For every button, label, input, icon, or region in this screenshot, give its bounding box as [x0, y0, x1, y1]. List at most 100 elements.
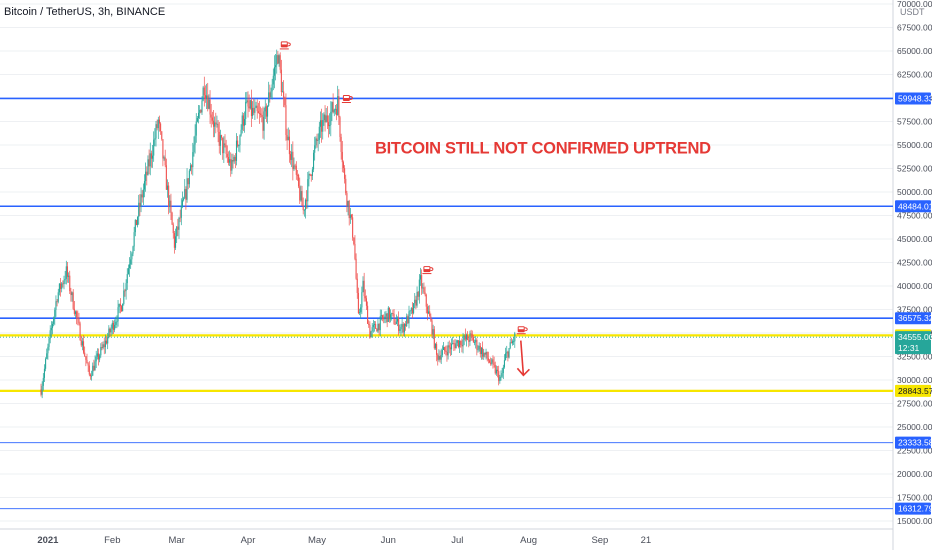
- candle-body: [139, 202, 141, 207]
- cup-icon: [422, 266, 434, 275]
- candle-body: [94, 361, 96, 371]
- candle-body: [490, 362, 492, 364]
- candle-body: [127, 268, 129, 275]
- cup-icon: [279, 41, 291, 50]
- candle-body: [87, 363, 89, 366]
- candle-body: [86, 359, 88, 364]
- candle-body: [169, 200, 171, 207]
- candle-body: [116, 321, 118, 323]
- candle-body: [475, 339, 477, 343]
- x-tick-label: Jul: [451, 535, 463, 546]
- candle-body: [272, 75, 274, 85]
- candle-body: [71, 292, 73, 296]
- candle-body: [488, 360, 491, 363]
- candle-body: [326, 115, 328, 123]
- candle-body: [441, 350, 443, 355]
- time-axis[interactable]: 2021 Feb Mar Apr May Jun Jul Aug Sep 21: [37, 535, 651, 546]
- candle-body: [365, 298, 367, 306]
- candle-body: [431, 320, 433, 335]
- candle-body: [79, 323, 81, 341]
- candle-body: [74, 311, 77, 314]
- candle-body: [203, 87, 205, 96]
- candle-body: [377, 323, 379, 332]
- candle-body: [439, 356, 441, 360]
- candle-body: [41, 385, 43, 395]
- candle-body: [61, 283, 63, 289]
- level-price-label: 48484.01: [898, 201, 932, 211]
- candle-body: [138, 202, 140, 218]
- candle-body: [193, 144, 195, 153]
- candle-body: [513, 341, 515, 343]
- candle-body: [457, 340, 459, 348]
- candle-body: [501, 373, 503, 377]
- candle-body: [509, 342, 511, 349]
- candle-body: [207, 95, 209, 109]
- candle-body: [300, 191, 302, 201]
- candle-body: [456, 340, 458, 343]
- candle-body: [271, 84, 273, 92]
- candle-body: [371, 327, 373, 332]
- candle-body: [56, 301, 58, 303]
- x-tick-label: Aug: [520, 535, 537, 546]
- y-tick-label: 70000.00: [897, 0, 932, 9]
- y-tick-label: 27500.00: [897, 399, 932, 409]
- candle-body: [152, 155, 154, 159]
- candle-body: [181, 200, 183, 207]
- candle-body: [62, 283, 64, 285]
- candle-body: [200, 109, 202, 113]
- candle-body: [240, 129, 242, 136]
- candle-body: [333, 109, 335, 113]
- candle-body: [380, 315, 382, 317]
- price-axis[interactable]: 70000.0067500.0065000.0062500.0060000.00…: [897, 0, 932, 526]
- candle-body: [445, 350, 447, 353]
- candle-body: [464, 335, 466, 340]
- candle-body: [391, 313, 393, 315]
- candle-body: [508, 348, 510, 358]
- candle-body: [40, 389, 42, 395]
- candle-body: [294, 165, 296, 167]
- candle-body: [384, 316, 386, 320]
- candle-body: [168, 185, 170, 207]
- y-tick-label: 15000.00: [897, 516, 932, 526]
- candle-body: [383, 318, 385, 320]
- down-arrow-shaft: [520, 340, 525, 376]
- candle-body: [134, 219, 136, 233]
- candle-body: [153, 139, 155, 156]
- candle-body: [81, 341, 83, 346]
- candle-body: [393, 313, 395, 325]
- candle-body: [355, 258, 357, 279]
- candle-body: [262, 116, 264, 131]
- candle-body: [260, 113, 262, 116]
- candle-body: [85, 356, 87, 360]
- candle-body: [188, 170, 190, 185]
- candle-body: [280, 69, 282, 93]
- candle-body: [346, 193, 348, 206]
- candle-body: [295, 165, 297, 175]
- candle-body: [467, 334, 469, 340]
- candle-body: [111, 322, 113, 329]
- candle-body: [253, 107, 255, 113]
- candle-body: [451, 343, 453, 350]
- candle-body: [370, 331, 372, 338]
- candle-body: [386, 313, 388, 322]
- candle-body: [108, 328, 110, 338]
- candle-body: [156, 124, 158, 129]
- candle-body: [96, 353, 98, 357]
- candle-body: [216, 123, 218, 125]
- candle-body: [194, 135, 196, 145]
- candle-body: [422, 287, 424, 289]
- candle-body: [208, 99, 210, 109]
- candle-body: [267, 105, 269, 117]
- candle-body: [325, 115, 327, 123]
- candle-body: [76, 311, 78, 318]
- candle-body: [142, 189, 144, 198]
- candle-body: [448, 345, 450, 348]
- candle-body: [230, 159, 232, 171]
- candle-body: [69, 275, 71, 292]
- candle-body: [419, 275, 422, 280]
- candle-body: [78, 318, 80, 324]
- candle-body: [192, 152, 194, 168]
- candle-body: [438, 356, 440, 360]
